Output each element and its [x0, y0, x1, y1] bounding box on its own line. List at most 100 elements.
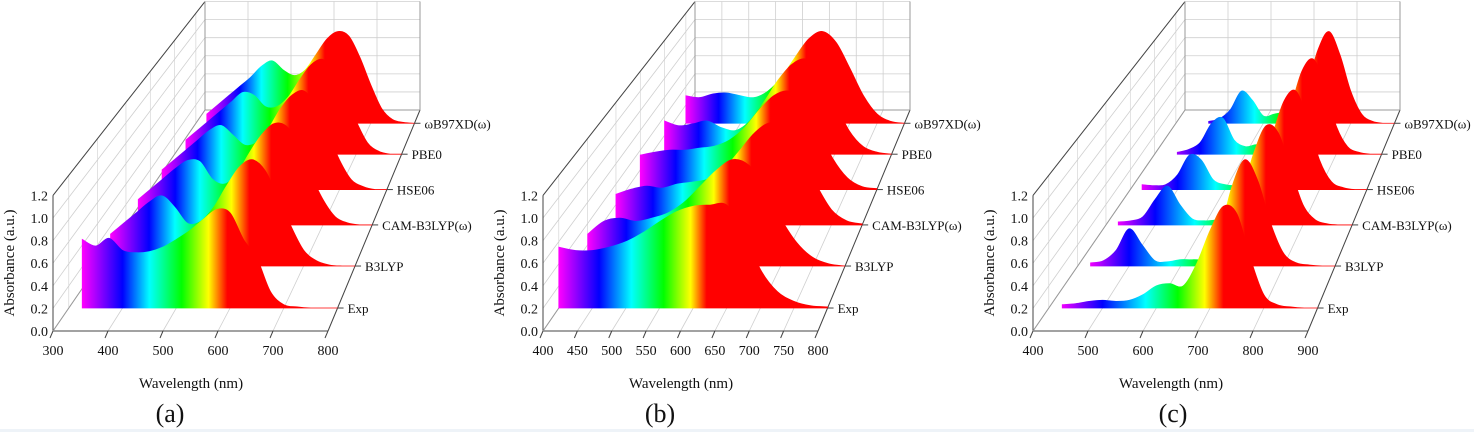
panel-label: (a)	[156, 399, 185, 428]
y-tick-label: 0.4	[31, 280, 49, 295]
y-tick-label: 0.0	[31, 325, 49, 340]
x-tick-label: 400	[1023, 344, 1044, 359]
x-tick-label: 400	[533, 344, 554, 359]
y-tick-label: 1.2	[31, 189, 49, 204]
left-wall-gridline	[1032, 55, 1186, 264]
series-label: B3LYP	[1345, 259, 1383, 274]
x-tick-mark	[104, 330, 109, 339]
left-wall-gridline	[542, 55, 696, 264]
x-tick-mark	[1084, 330, 1089, 339]
y-tick-label: 0.8	[521, 235, 539, 250]
y-tick-label: 0.2	[31, 302, 49, 317]
x-tick-label: 800	[1243, 344, 1264, 359]
x-tick-label: 500	[1078, 344, 1099, 359]
left-wall-gridline	[542, 37, 696, 241]
series-label: B3LYP	[365, 259, 403, 274]
x-tick-label: 400	[98, 344, 119, 359]
series-label: ωB97XD(ω)	[914, 116, 980, 131]
x-tick-label: 500	[153, 344, 174, 359]
y-tick-label: 0.6	[31, 257, 49, 272]
x-tick-label: 700	[263, 344, 284, 359]
y-tick-label: 1.2	[521, 189, 539, 204]
series-label: B3LYP	[855, 259, 893, 274]
x-tick-label: 300	[43, 344, 64, 359]
x-tick-label: 800	[318, 344, 339, 359]
x-tick-label: 750	[773, 344, 794, 359]
series-label: Exp	[1328, 301, 1349, 316]
y-tick-label: 1.0	[1011, 212, 1029, 227]
x-tick-label: 550	[636, 344, 657, 359]
axis-line	[542, 1, 696, 196]
x-tick-mark	[573, 330, 578, 339]
left-wall-gridline	[52, 37, 206, 241]
x-axis-label: Wavelength (nm)	[629, 376, 733, 392]
series-label: ωB97XD(ω)	[424, 116, 490, 131]
x-tick-mark	[780, 330, 785, 339]
y-tick-label: 1.2	[1011, 189, 1029, 204]
y-tick-label: 1.0	[521, 212, 539, 227]
x-tick-label: 500	[601, 344, 622, 359]
y-tick-label: 0.0	[1011, 325, 1029, 340]
panel-c-chart: ωB97XD(ω) PBE0 HSE06 CAM-B3LYP(ω) B3LYP Exp 40…	[982, 1, 1471, 428]
left-wall-gridline	[52, 19, 206, 219]
x-tick-label: 600	[670, 344, 691, 359]
left-wall-gridline	[542, 19, 696, 219]
series-label: CAM-B3LYP(ω)	[872, 218, 962, 233]
axis-line	[817, 109, 911, 332]
x-tick-mark	[814, 330, 819, 339]
axis-line	[1032, 1, 1186, 196]
x-tick-mark	[214, 330, 219, 339]
y-tick-label: 0.4	[521, 280, 539, 295]
x-tick-label: 450	[567, 344, 588, 359]
x-tick-mark	[1304, 330, 1309, 339]
series-label: HSE06	[1377, 183, 1415, 198]
y-tick-label: 0.2	[521, 302, 539, 317]
y-axis-label: Absorbance (a.u.)	[492, 209, 508, 316]
series-label: ωB97XD(ω)	[1404, 116, 1470, 131]
y-tick-label: 0.6	[521, 257, 539, 272]
x-axis-label: Wavelength (nm)	[1119, 376, 1223, 392]
series-label: PBE0	[902, 147, 932, 162]
spectrum-area-exp	[81, 208, 338, 309]
series-label: CAM-B3LYP(ω)	[382, 218, 472, 233]
panel-a-chart: ωB97XD(ω) PBE0 HSE06 CAM-B3LYP(ω) B3LYP Exp 30…	[2, 1, 491, 428]
axis-line	[1032, 109, 1186, 332]
x-tick-mark	[324, 330, 329, 339]
left-wall-gridline	[1032, 73, 1186, 287]
axis-line	[1307, 109, 1401, 332]
x-tick-mark	[1139, 330, 1144, 339]
y-axis-label: Absorbance (a.u.)	[2, 209, 18, 316]
series-label: HSE06	[887, 183, 925, 198]
y-axis-label: Absorbance (a.u.)	[982, 209, 998, 316]
y-tick-label: 0.6	[1011, 257, 1029, 272]
y-tick-label: 0.8	[31, 235, 49, 250]
x-tick-mark	[711, 330, 716, 339]
x-tick-mark	[677, 330, 681, 339]
x-tick-label: 600	[208, 344, 229, 359]
x-tick-mark	[1249, 330, 1254, 339]
left-wall-gridline	[1032, 37, 1186, 241]
x-tick-mark	[745, 330, 750, 339]
y-tick-label: 0.8	[1011, 235, 1029, 250]
x-tick-mark	[1029, 330, 1034, 339]
x-tick-label: 700	[1188, 344, 1209, 359]
panel-label: (b)	[645, 399, 675, 428]
series-label: Exp	[348, 301, 369, 316]
y-tick-label: 1.0	[31, 212, 49, 227]
series-label: HSE06	[397, 183, 435, 198]
spectrum-area-exp	[1061, 204, 1318, 309]
y-tick-label: 0.4	[1011, 280, 1029, 295]
left-wall-gridline	[1032, 91, 1186, 309]
x-tick-label: 650	[704, 344, 725, 359]
series-label: PBE0	[412, 147, 442, 162]
x-tick-mark	[159, 330, 164, 339]
axis-line	[327, 109, 421, 332]
series-label: Exp	[838, 301, 859, 316]
left-wall-gridline	[1032, 19, 1186, 219]
spectrum-area-exp	[558, 202, 828, 309]
panel-b-chart: ωB97XD(ω) PBE0 HSE06 CAM-B3LYP(ω) B3LYP Exp 40…	[492, 1, 981, 428]
y-tick-label: 0.2	[1011, 302, 1029, 317]
axis-line	[52, 1, 206, 196]
left-wall-gridline	[52, 73, 206, 287]
